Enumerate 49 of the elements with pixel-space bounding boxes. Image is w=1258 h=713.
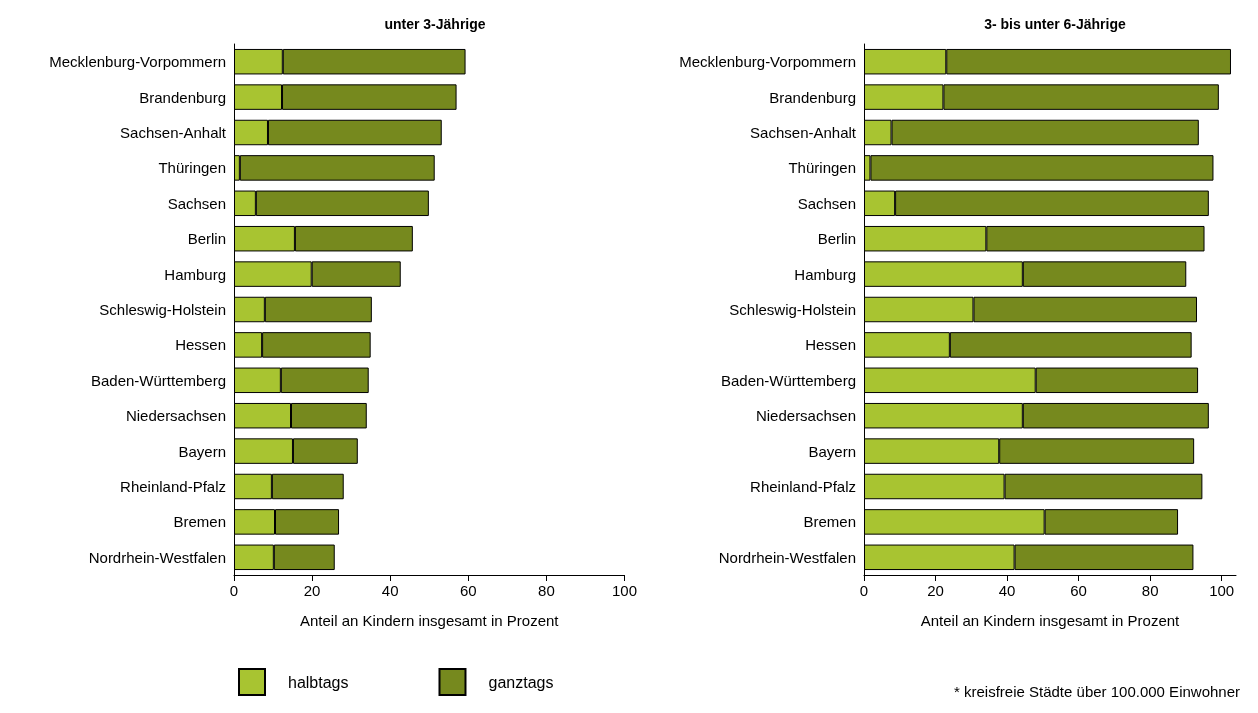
- y-tick-label: Sachsen-Anhalt: [750, 124, 857, 141]
- text: * kreisfreie Städte über 100.000 Einwohner: [953, 683, 1240, 700]
- x-tick-label: 0: [859, 582, 869, 599]
- y-tick-label: Bayern: [178, 442, 226, 460]
- chart-title: unter 3-Jährige: [384, 16, 486, 32]
- y-tick-label: Niedersachsen: [755, 407, 856, 425]
- y-tick-label: Sachsen: [167, 194, 226, 212]
- x-tick-label: 60: [1070, 582, 1087, 599]
- y-tick-label: Hessen: [175, 336, 226, 354]
- x-axis-title: Anteil an Kindern insgesamt in Prozent: [920, 612, 1181, 629]
- y-tick-label: Sachsen: [797, 194, 856, 212]
- y-tick-label: Brandenburg: [139, 88, 226, 106]
- y-tick-label: Bremen: [173, 513, 226, 531]
- y-tick-label: Hamburg: [794, 265, 856, 283]
- x-tick-label: 20: [927, 582, 944, 599]
- y-tick-label: Brandenburg: [769, 88, 856, 106]
- y-tick-label: Schleswig-Holstein: [99, 301, 226, 318]
- x-tick-label: 100: [611, 582, 637, 599]
- legend-label: halbtags: [288, 673, 349, 691]
- x-tick-label: 40: [998, 582, 1016, 599]
- y-tick-label: Thüringen: [158, 159, 226, 177]
- y-tick-label: Berlin: [817, 230, 856, 248]
- y-tick-label: Sachsen-Anhalt: [120, 124, 227, 141]
- y-tick-label: Baden-Württemberg: [90, 371, 226, 389]
- x-tick-label: 80: [538, 582, 555, 599]
- legend-label: ganztags: [488, 673, 554, 691]
- y-tick-label: Nordrhein-Westfalen: [88, 548, 226, 566]
- y-tick-label: Schleswig-Holstein: [729, 301, 856, 318]
- y-tick-label: Nordrhein-Westfalen: [718, 548, 856, 566]
- y-tick-label: Baden-Württemberg: [720, 371, 856, 389]
- chart-title: 3- bis unter 6-Jährige: [984, 16, 1127, 32]
- y-tick-label: Mecklenburg-Vorpommern: [49, 53, 226, 71]
- x-tick-label: 60: [459, 582, 477, 599]
- y-tick-label: Berlin: [187, 230, 226, 248]
- x-tick-label: 100: [1209, 582, 1235, 599]
- y-tick-label: Rheinland-Pfalz: [750, 478, 856, 495]
- x-tick-label: 20: [303, 582, 321, 599]
- x-tick-label: 0: [229, 582, 239, 599]
- y-tick-label: Rheinland-Pfalz: [120, 478, 226, 495]
- y-tick-label: Thüringen: [788, 159, 856, 177]
- y-tick-label: Hamburg: [164, 265, 226, 283]
- x-tick-label: 40: [381, 582, 399, 599]
- x-tick-label: 80: [1141, 582, 1159, 599]
- y-tick-label: Hessen: [805, 336, 856, 354]
- y-tick-label: Bayern: [808, 442, 856, 460]
- x-axis-title: Anteil an Kindern insgesamt in Prozent: [300, 612, 560, 629]
- y-tick-label: Bremen: [803, 513, 856, 531]
- y-tick-label: Niedersachsen: [125, 407, 226, 425]
- y-tick-label: Mecklenburg-Vorpommern: [679, 53, 856, 71]
